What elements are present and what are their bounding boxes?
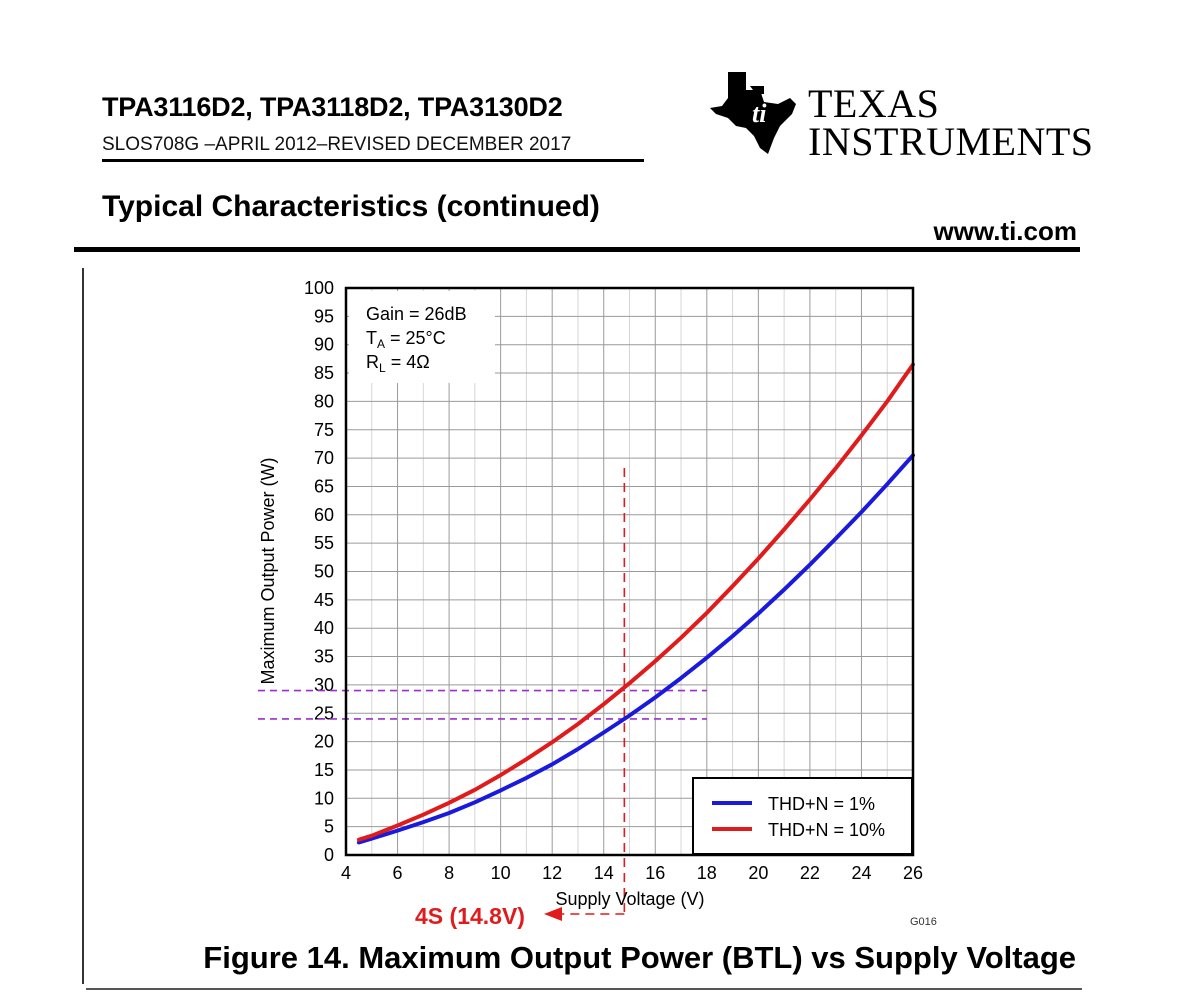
x-tick-label: 8 — [444, 863, 454, 883]
series-line-thd-10 — [356, 362, 915, 842]
x-tick-label: 10 — [491, 863, 511, 883]
condition-ta-value: = 25°C — [385, 328, 446, 348]
series-line-thd-1 — [356, 453, 915, 845]
footer-divider — [86, 988, 1082, 990]
ti-logo-icon: ti — [710, 72, 796, 154]
y-tick-label: 60 — [314, 505, 334, 525]
condition-rl-value: = 4Ω — [386, 352, 430, 372]
annotation-arrow-head — [544, 907, 562, 921]
x-tick-label: 22 — [800, 863, 820, 883]
y-tick-label: 5 — [324, 817, 334, 837]
y-tick-label: 65 — [314, 476, 334, 496]
condition-rl-sub: L — [379, 361, 386, 375]
figure-id: G016 — [910, 916, 937, 928]
legend-label-thd-10: THD+N = 10% — [768, 820, 885, 840]
conditions-box — [349, 291, 495, 383]
y-tick-label: 90 — [314, 335, 334, 355]
x-tick-label: 16 — [645, 863, 665, 883]
document-number: SLOS708G –APRIL 2012–REVISED DECEMBER 20… — [102, 134, 572, 155]
y-tick-label: 70 — [314, 448, 334, 468]
condition-ta-sub: A — [377, 337, 385, 351]
y-tick-label: 95 — [314, 306, 334, 326]
annotation-label: 4S (14.8V) — [415, 903, 525, 929]
y-tick-label: 55 — [314, 533, 334, 553]
y-tick-label: 75 — [314, 420, 334, 440]
condition-ta: TA = 25°C — [366, 328, 446, 351]
y-axis-label: Maximum Output Power (W) — [258, 457, 278, 684]
y-tick-label: 20 — [314, 732, 334, 752]
condition-rl-prefix: R — [366, 352, 379, 372]
plot-area-frame — [344, 286, 915, 857]
condition-gain: Gain = 26dB — [366, 304, 467, 324]
y-tick-label: 50 — [314, 562, 334, 582]
y-tick-label: 45 — [314, 590, 334, 610]
y-tick-label: 100 — [304, 278, 334, 298]
y-tick-label: 0 — [324, 845, 334, 865]
document-number-underline — [102, 159, 644, 162]
condition-ta-prefix: T — [366, 328, 377, 348]
x-tick-label: 18 — [697, 863, 717, 883]
x-tick-label: 24 — [851, 863, 871, 883]
logo-word-instruments: INSTRUMENTS — [808, 119, 1094, 164]
y-tick-label: 40 — [314, 618, 334, 638]
svg-text:ti: ti — [752, 99, 767, 128]
y-tick-label: 85 — [314, 363, 334, 383]
x-tick-label: 4 — [341, 863, 351, 883]
left-margin-rule — [82, 268, 84, 984]
y-tick-label: 10 — [314, 788, 334, 808]
x-axis-label: Supply Voltage (V) — [555, 889, 704, 909]
legend-label-thd-1: THD+N = 1% — [768, 794, 875, 814]
x-tick-label: 26 — [903, 863, 923, 883]
condition-rl: RL = 4Ω — [366, 352, 430, 375]
y-tick-label: 25 — [314, 703, 334, 723]
x-tick-label: 12 — [542, 863, 562, 883]
header-divider — [74, 247, 1080, 252]
x-tick-label: 20 — [748, 863, 768, 883]
figure-caption: Figure 14. Maximum Output Power (BTL) vs… — [203, 940, 1076, 975]
x-tick-label: 14 — [594, 863, 614, 883]
y-tick-label: 35 — [314, 647, 334, 667]
section-title: Typical Characteristics (continued) — [102, 190, 600, 223]
y-tick-label: 15 — [314, 760, 334, 780]
y-tick-label: 80 — [314, 391, 334, 411]
y-tick-label: 30 — [314, 675, 334, 695]
document-title: TPA3116D2, TPA3118D2, TPA3130D2 — [102, 92, 563, 122]
website-link[interactable]: www.ti.com — [933, 216, 1078, 246]
legend-box — [692, 777, 913, 855]
logo-word-texas: TEXAS — [808, 81, 940, 126]
x-tick-label: 6 — [393, 863, 403, 883]
